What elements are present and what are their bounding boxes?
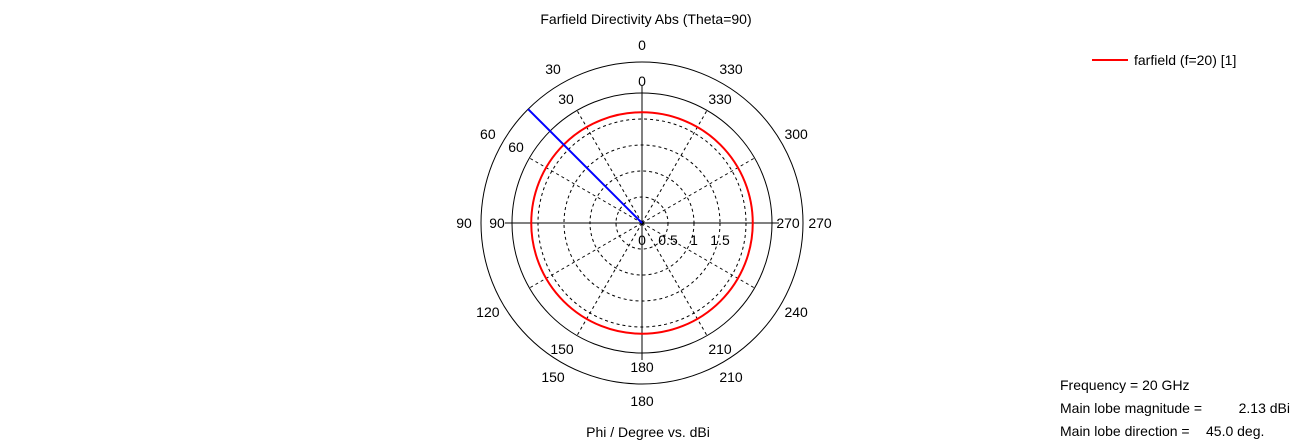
legend: farfield (f=20) [1] — [1092, 50, 1236, 70]
radial-tick-label: 1.5 — [710, 232, 730, 248]
outer-angle-label: 90 — [456, 215, 472, 231]
polar-grid — [480, 61, 804, 385]
magnitude-label: Main lobe magnitude = — [1060, 400, 1203, 416]
direction-label: Main lobe direction = — [1060, 423, 1190, 439]
angle-spoke — [641, 157, 755, 224]
inner-angle-label: 0 — [638, 73, 646, 89]
inner-angle-label: 30 — [558, 91, 574, 107]
outer-angle-label: 300 — [784, 126, 808, 142]
outer-angle-label: 270 — [808, 215, 832, 231]
outer-angle-label: 0 — [638, 37, 646, 53]
outer-angle-label: 210 — [719, 369, 743, 385]
radial-tick-label: 0 — [638, 232, 646, 248]
inner-angle-label: 180 — [630, 359, 654, 375]
chart-title: Farfield Directivity Abs (Theta=90) — [540, 11, 751, 27]
angle-spoke — [641, 222, 708, 336]
inner-angle-label: 60 — [508, 139, 524, 155]
series-group — [527, 108, 754, 335]
legend-label: farfield (f=20) [1] — [1134, 52, 1237, 68]
outer-angle-label: 30 — [545, 61, 561, 77]
outer-frame-circle — [480, 61, 804, 385]
info-panel: Frequency = 20 GHz Main lobe magnitude =… — [1060, 374, 1290, 443]
main-lobe-line — [527, 108, 643, 224]
direction-row: Main lobe direction = 45.0 deg. — [1060, 420, 1290, 443]
angle-spoke — [576, 110, 643, 224]
angle-labels: 0 30 60 90 120 150 180 210 240 270 300 330 0 30 60 90 15… — [456, 37, 832, 409]
angle-spoke — [529, 222, 643, 289]
direction-value: 45.0 deg. — [1206, 423, 1265, 439]
inner-angle-label: 90 — [489, 215, 505, 231]
outer-angle-label: 330 — [719, 61, 743, 77]
angle-spoke — [641, 222, 755, 289]
angle-spoke — [576, 222, 643, 336]
radial-tick-label: 1 — [690, 232, 698, 248]
frequency-row: Frequency = 20 GHz — [1060, 374, 1290, 397]
outer-angle-label: 120 — [476, 304, 500, 320]
inner-angle-label: 210 — [708, 341, 732, 357]
magnitude-value: 2.13 dBi — [1238, 400, 1290, 416]
angle-spoke — [529, 157, 643, 224]
outer-angle-label: 150 — [541, 369, 565, 385]
angle-spoke — [641, 110, 708, 224]
radial-tick-label: 0.5 — [658, 232, 678, 248]
inner-angle-label: 150 — [550, 341, 574, 357]
x-axis-label: Phi / Degree vs. dBi — [586, 424, 710, 440]
outer-angle-label: 60 — [480, 126, 496, 142]
frequency-label: Frequency = 20 GHz — [1060, 377, 1190, 393]
inner-angle-label: 270 — [776, 215, 800, 231]
outer-angle-label: 240 — [784, 304, 808, 320]
series-curve-0 — [530, 111, 754, 335]
legend-swatch — [1092, 59, 1128, 61]
magnitude-row: Main lobe magnitude = 2.13 dBi — [1060, 397, 1290, 420]
inner-angle-label: 330 — [708, 91, 732, 107]
outer-angle-label: 180 — [630, 393, 654, 409]
